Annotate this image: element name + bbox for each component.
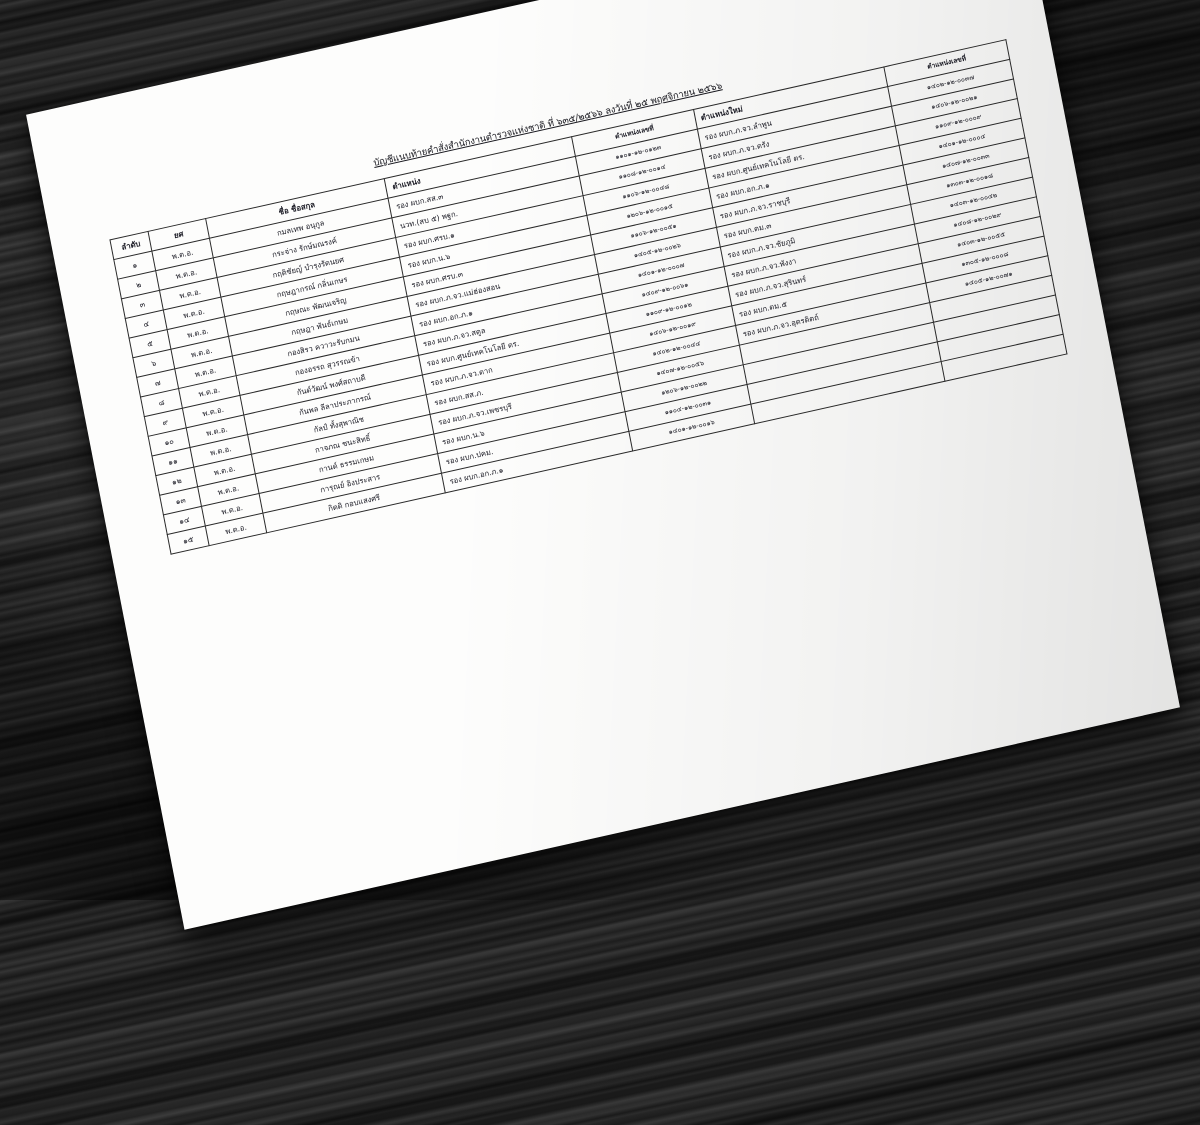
document-body: บัญชีแนบท้ายคำสั่งสำนักงานตำรวจแห่งชาติ … [105,19,1067,555]
